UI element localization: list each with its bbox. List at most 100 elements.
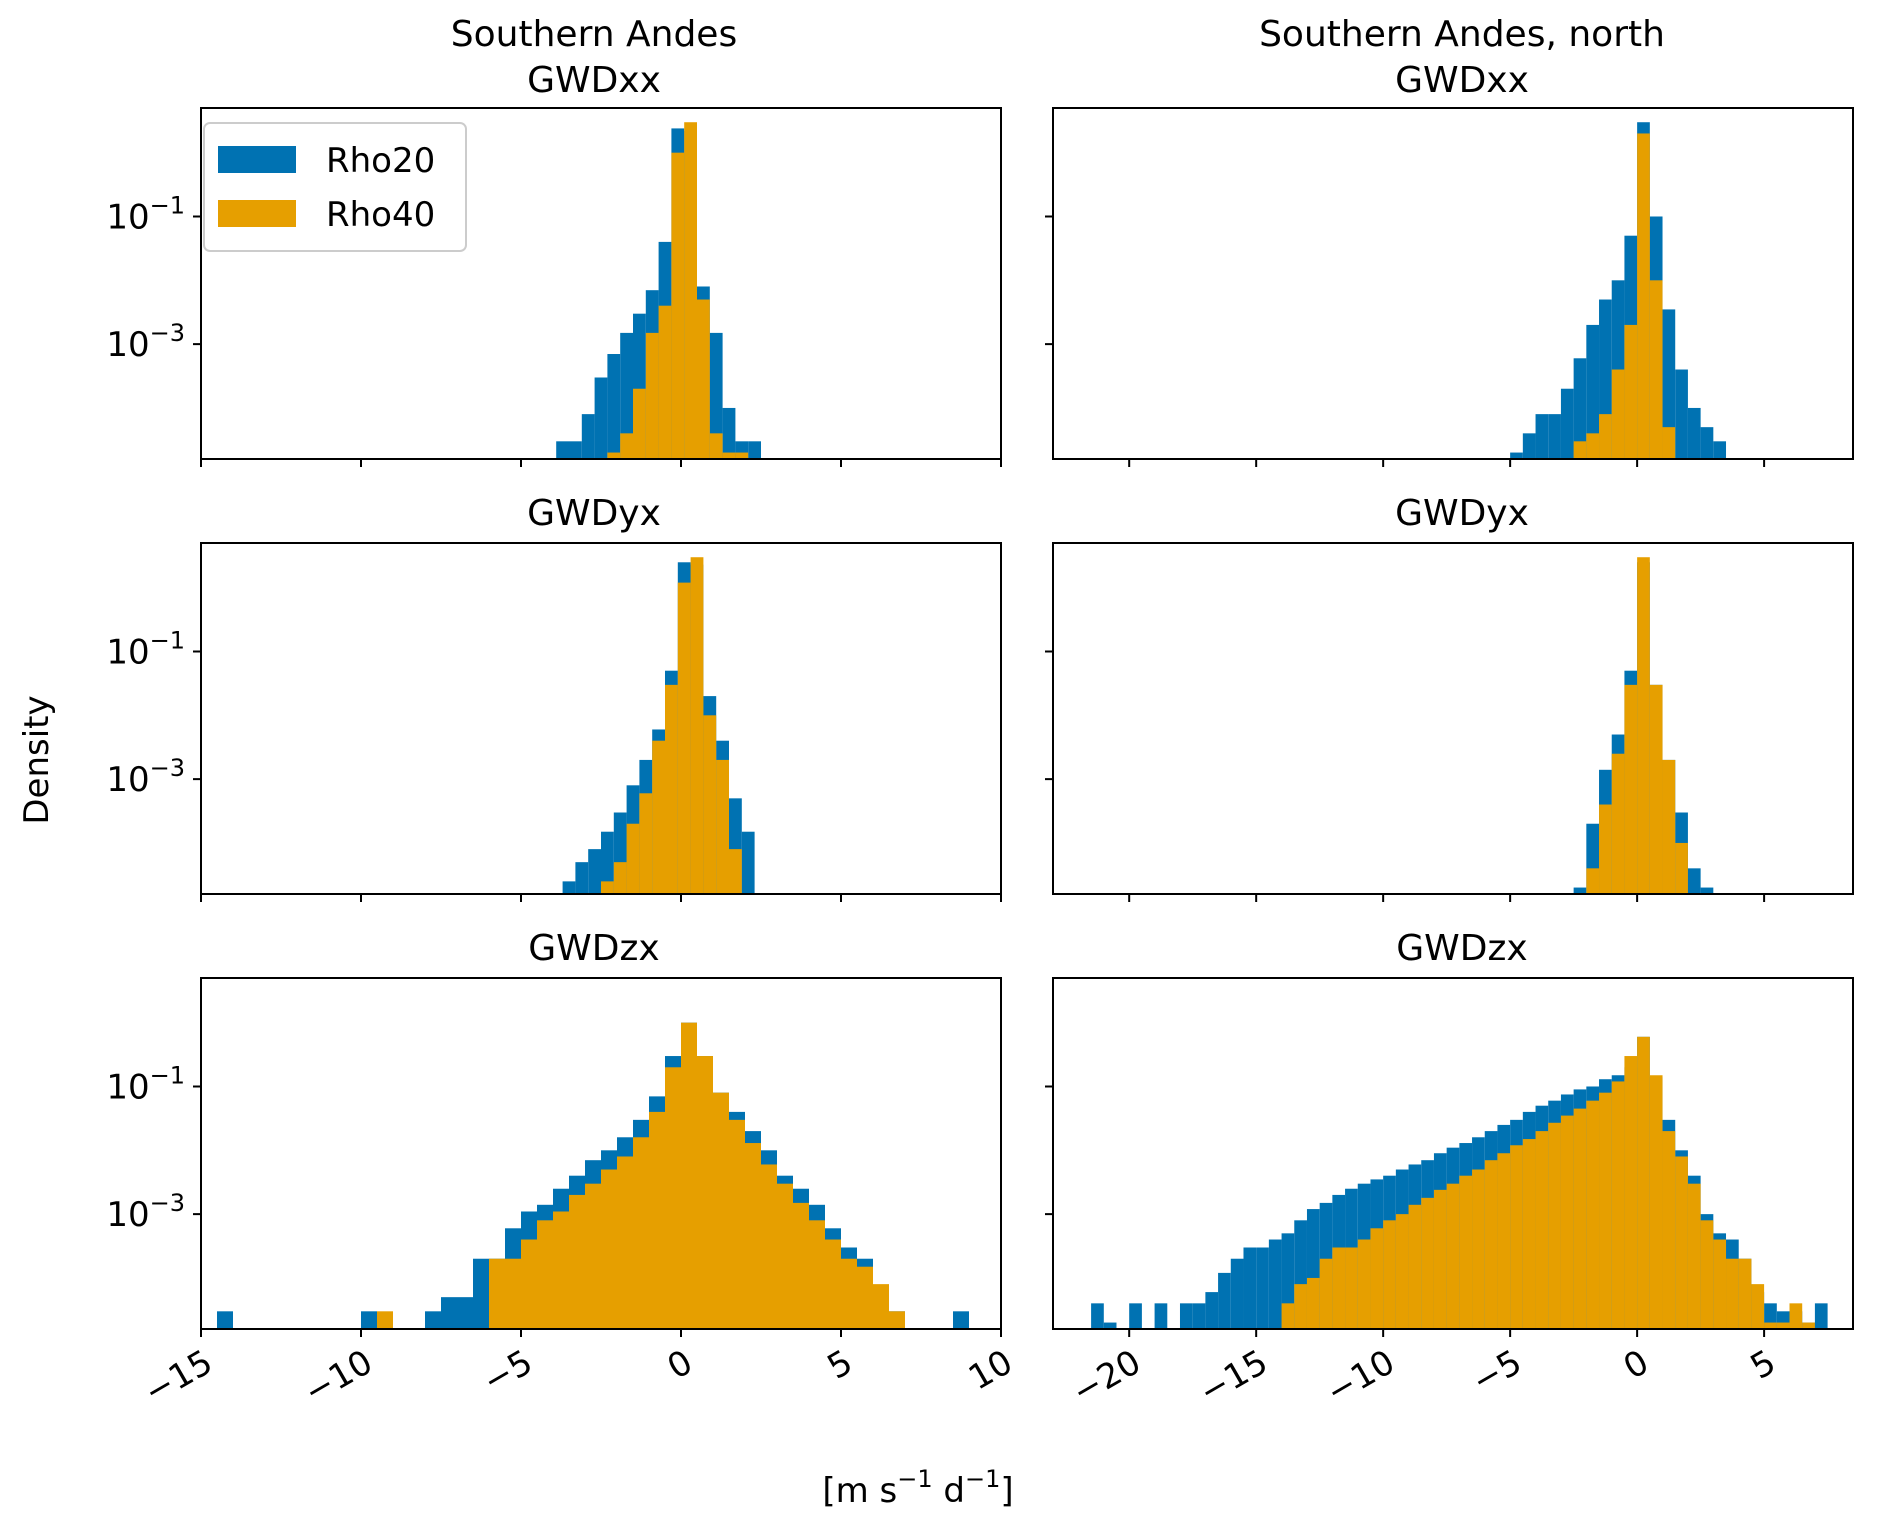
bar-rho40 [1586, 1100, 1600, 1329]
bar-rho40 [729, 1119, 745, 1329]
bar-rho40 [1522, 1139, 1536, 1329]
series-rho40 [1281, 1036, 1815, 1329]
bar-rho20 [1675, 369, 1688, 459]
y-axis-label: Density [17, 695, 57, 824]
bar-rho40 [1624, 1056, 1638, 1329]
bar-rho20 [1687, 868, 1701, 894]
bar-rho40 [626, 823, 640, 894]
bar-rho20 [1522, 433, 1536, 459]
bar-rho20 [217, 1311, 233, 1329]
bar-rho20 [361, 1311, 377, 1329]
bar-rho40 [1421, 1197, 1434, 1329]
bar-rho40 [1332, 1247, 1346, 1329]
bar-rho40 [553, 1211, 569, 1329]
bar-rho40 [505, 1258, 521, 1329]
bar-rho40 [1535, 1131, 1549, 1329]
y-tick-label: 10−1 [106, 1061, 185, 1107]
bar-rho40 [1764, 1322, 1777, 1329]
bar-rho40 [1459, 1175, 1473, 1329]
bar-rho20 [722, 407, 736, 459]
bar-rho40 [716, 759, 729, 894]
bar-rho20 [1814, 1303, 1828, 1329]
bar-rho20 [1573, 887, 1587, 894]
bar-rho40 [649, 1111, 665, 1329]
bar-rho40 [761, 1164, 777, 1329]
bar-rho40 [1306, 1277, 1320, 1329]
bar-rho20 [1205, 1292, 1219, 1329]
bar-rho40 [1751, 1284, 1765, 1329]
bar-rho20 [1586, 324, 1600, 459]
bar-rho40 [665, 1067, 681, 1329]
bar-rho40 [1357, 1239, 1371, 1329]
panel-title-r1-c1: GWDyx [1395, 493, 1529, 534]
bar-rho40 [521, 1239, 537, 1329]
legend-label-rho40: Rho40 [326, 195, 435, 235]
bar-rho40 [697, 299, 710, 459]
bar-rho40 [537, 1220, 553, 1329]
x-axis-label-unit: [m s [822, 1471, 897, 1511]
bar-rho40 [569, 1194, 585, 1329]
bar-rho40 [1738, 1258, 1752, 1329]
bar-rho20 [1713, 441, 1727, 459]
bar-rho40 [645, 332, 659, 459]
bar-rho20 [1154, 1303, 1168, 1329]
bar-rho40 [1611, 753, 1625, 894]
panel-gwdyx-southern-andes: 10−110−3 [106, 542, 1002, 902]
axes-frame [200, 542, 1002, 895]
bar-rho40 [1548, 1122, 1561, 1329]
bar-rho20 [1129, 1303, 1142, 1329]
bar-rho40 [677, 582, 691, 894]
bar-rho40 [633, 388, 646, 459]
bar-rho40 [1497, 1153, 1511, 1329]
column-title-left: Southern Andes [451, 14, 737, 55]
axes-frame [1052, 107, 1854, 460]
bar-rho20 [1510, 452, 1523, 459]
bar-rho40 [1586, 868, 1600, 894]
bar-rho40 [1281, 1303, 1295, 1329]
bar-rho40 [777, 1183, 793, 1329]
bar-rho20 [1256, 1247, 1269, 1329]
panel-title-r1-c0: GWDyx [527, 493, 661, 534]
series-rho40 [1586, 557, 1688, 894]
bar-rho40 [639, 793, 653, 894]
bar-rho40 [713, 1092, 729, 1329]
bar-rho20 [473, 1258, 489, 1329]
bar-rho40 [709, 433, 723, 459]
bar-rho20 [562, 881, 576, 894]
bar-rho20 [575, 862, 589, 894]
bar-rho40 [652, 740, 665, 894]
bar-rho40 [671, 152, 685, 460]
bar-rho40 [703, 715, 717, 894]
panel-title-r2-c1: GWDzx [1396, 928, 1527, 969]
series-rho40 [607, 122, 749, 460]
bar-rho20 [1268, 1239, 1282, 1329]
legend-label-rho20: Rho20 [326, 141, 435, 181]
bar-rho20 [1192, 1303, 1206, 1329]
bar-rho20 [741, 831, 755, 894]
y-tick-label: 10−3 [106, 319, 185, 365]
bar-rho40 [1611, 1081, 1625, 1329]
bar-rho40 [857, 1266, 873, 1329]
panel-gwdxx-southern-andes: 10−110−3 [106, 107, 1002, 467]
bar-rho40 [1637, 557, 1650, 894]
bar-rho40 [1599, 414, 1612, 459]
bar-rho40 [1649, 1075, 1663, 1329]
bar-rho40 [841, 1258, 857, 1329]
bar-rho40 [809, 1220, 825, 1329]
bar-rho40 [1484, 1160, 1498, 1329]
bar-rho40 [735, 452, 749, 459]
bar-rho40 [1345, 1247, 1358, 1329]
bar-rho20 [1243, 1247, 1257, 1329]
bar-rho40 [1675, 842, 1688, 894]
bar-rho40 [697, 1056, 713, 1329]
bar-rho40 [1560, 1115, 1574, 1329]
bar-rho40 [1687, 1183, 1701, 1329]
bar-rho40 [681, 1022, 697, 1329]
bar-rho40 [729, 849, 742, 894]
bar-rho40 [684, 122, 697, 459]
y-tick-label-base: 10 [106, 1067, 149, 1107]
bar-rho40 [1599, 804, 1612, 894]
bar-rho40 [1586, 433, 1600, 459]
bar-rho20 [1179, 1303, 1193, 1329]
